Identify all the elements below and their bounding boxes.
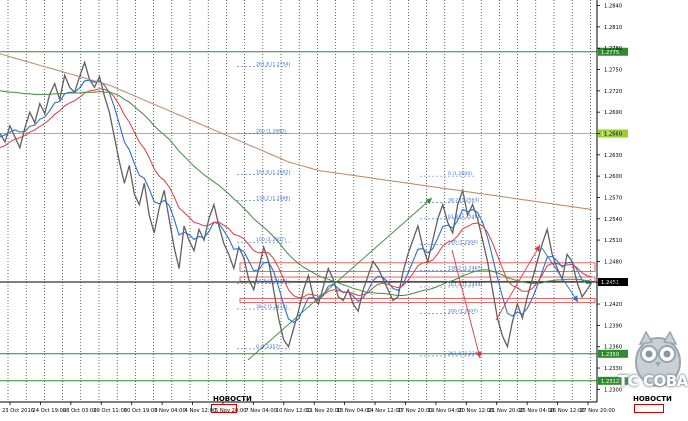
rebound-arrow-head [534, 245, 540, 252]
fast-ma-line [0, 79, 593, 324]
fibo-label: 38.2 (1.2413) [256, 304, 288, 310]
fibo-label: 0 (1.2600) [448, 171, 472, 177]
price-tick-label: 1.2570 [604, 195, 622, 201]
range-box [239, 297, 596, 304]
time-tick-label: 29 Oct 11:00 [93, 408, 127, 414]
fibo-label: 161.8 (1.2602) [256, 170, 290, 176]
fibo-label: 38.2 (1.2563) [448, 197, 480, 203]
time-tick-label: 11 Nov 20:00 [306, 408, 341, 414]
time-tick-label: 3 Nov 04:00 [154, 408, 186, 414]
fibo-label: 161.8 (1.2444) [448, 282, 482, 288]
fibonacci-levels: 261.8 (1.2754) 200 (1.2660) 161.8 (1.2602)… [237, 62, 482, 357]
price-tick-label: 1.2330 [604, 366, 622, 372]
time-tick-label: 24 Oct 19:00 [32, 408, 66, 414]
price-tick-label: 1.2690 [604, 110, 622, 116]
uptrend-arrow [247, 197, 433, 361]
horizontal-levels: 1.2775 1.2660 1.2451 1.2350 1.2312 [0, 47, 628, 385]
downtrend-arrow-head [475, 351, 482, 358]
range-box [239, 276, 596, 282]
price-tick-label: 1.2750 [604, 68, 622, 74]
slow-ma-line [0, 90, 593, 296]
rebound-arrow [495, 244, 541, 321]
price-level-label: 1.2660 [601, 131, 619, 137]
fibo-label: 200 (1.2660) [256, 128, 286, 134]
pullback-arrow-head [572, 295, 578, 302]
long-ma-line [0, 53, 593, 210]
fibo-label: 0 (1.2357) [256, 344, 280, 350]
price-tick-label: 1.2780 [604, 46, 622, 52]
price-level-badge [598, 376, 628, 385]
price-tick-label: 1.2450 [604, 281, 622, 287]
price-tick-label: 1.2480 [604, 259, 622, 265]
trend-arrows [247, 197, 579, 361]
downtrend-arrow [451, 249, 481, 359]
owl-logo-icon [635, 330, 681, 387]
time-tick-label: 26 Nov 12:00 [550, 408, 585, 414]
price-level-badge [598, 129, 628, 138]
price-tick-label: 1.2810 [604, 25, 622, 31]
time-tick-label: 4 Nov 12:00 [185, 408, 217, 414]
fibo-label: 138.2 (1.2467) [448, 266, 482, 272]
price-tick-label: 1.2840 [604, 4, 622, 10]
time-tick-label: 14 Nov 12:00 [367, 408, 402, 414]
price-tick-label: 1.2720 [604, 89, 622, 95]
mid-ma-line [0, 88, 593, 299]
news-label-left: НОВОСТИ [213, 395, 252, 403]
price-tick-label: 1.2600 [604, 174, 622, 180]
time-tick-label: 13 Nov 04:00 [337, 408, 372, 414]
fibo-label: 100 (1.2504) [448, 239, 478, 245]
news-marker-right[interactable] [634, 404, 664, 413]
time-tick-label: 28 Oct 03:00 [63, 408, 97, 414]
time-tick-label: 30 Oct 19:00 [124, 408, 158, 414]
price-axis: 1.2840 1.2810 1.2780 1.2750 1.2720 1.2690 1.26… [597, 4, 622, 393]
fibo-label: 138.2 (1.2566) [256, 195, 290, 201]
range-boxes [239, 262, 596, 304]
time-tick-label: 7 Nov 04:00 [245, 408, 277, 414]
price-level-label: 1.2312 [601, 379, 619, 385]
range-box [239, 262, 596, 272]
time-tick-label: 20 Nov 12:00 [458, 408, 493, 414]
price-tick-label: 1.2630 [604, 153, 622, 159]
fibo-label: 100 (1.2507) [256, 237, 286, 243]
price-level-badge [598, 278, 628, 287]
price-tick-label: 1.2660 [604, 131, 622, 137]
time-tick-label: 19 Nov 04:00 [428, 408, 463, 414]
price-level-label: 1.2451 [601, 280, 619, 286]
price-tick-label: 1.2510 [604, 238, 622, 244]
fibo-label: 61.8 (1.2540) [448, 214, 480, 220]
price-tick-label: 1.2390 [604, 323, 622, 329]
uptrend-arrow-head [425, 198, 432, 205]
time-tick-label: 10 Nov 12:00 [276, 408, 311, 414]
time-tick-label: 23 Oct 2016 [2, 408, 34, 414]
time-tick-label: 27 Nov 20:00 [580, 408, 615, 414]
logo-text: TC COBA [618, 372, 688, 390]
pullback-arrow [541, 247, 579, 303]
price-level-label: 1.2350 [601, 352, 619, 358]
fibo-label: 261.8 (1.2754) [256, 62, 290, 68]
series-lines [0, 53, 593, 349]
price-tick-label: 1.2540 [604, 217, 622, 223]
price-tick-label: 1.2420 [604, 302, 622, 308]
news-label-right: НОВОСТИ [633, 395, 672, 403]
time-tick-label: 5 Nov 20:00 [215, 408, 247, 414]
fibo-label: 261.8 (1.2347) [448, 351, 482, 357]
price-tick-label: 1.2300 [604, 387, 622, 393]
price-line [0, 60, 593, 349]
fibo-label: 200 (1.2407) [448, 308, 478, 314]
time-tick-label: 17 Nov 20:00 [397, 408, 432, 414]
price-level-badge [598, 47, 628, 56]
time-tick-label: 25 Nov 04:00 [519, 408, 554, 414]
time-tick-label: 21 Nov 20:00 [489, 408, 524, 414]
news-marker-left[interactable] [211, 404, 237, 413]
price-tick-label: 1.2360 [604, 345, 622, 351]
price-level-label: 1.2775 [601, 50, 619, 56]
price-level-badge [598, 349, 628, 358]
